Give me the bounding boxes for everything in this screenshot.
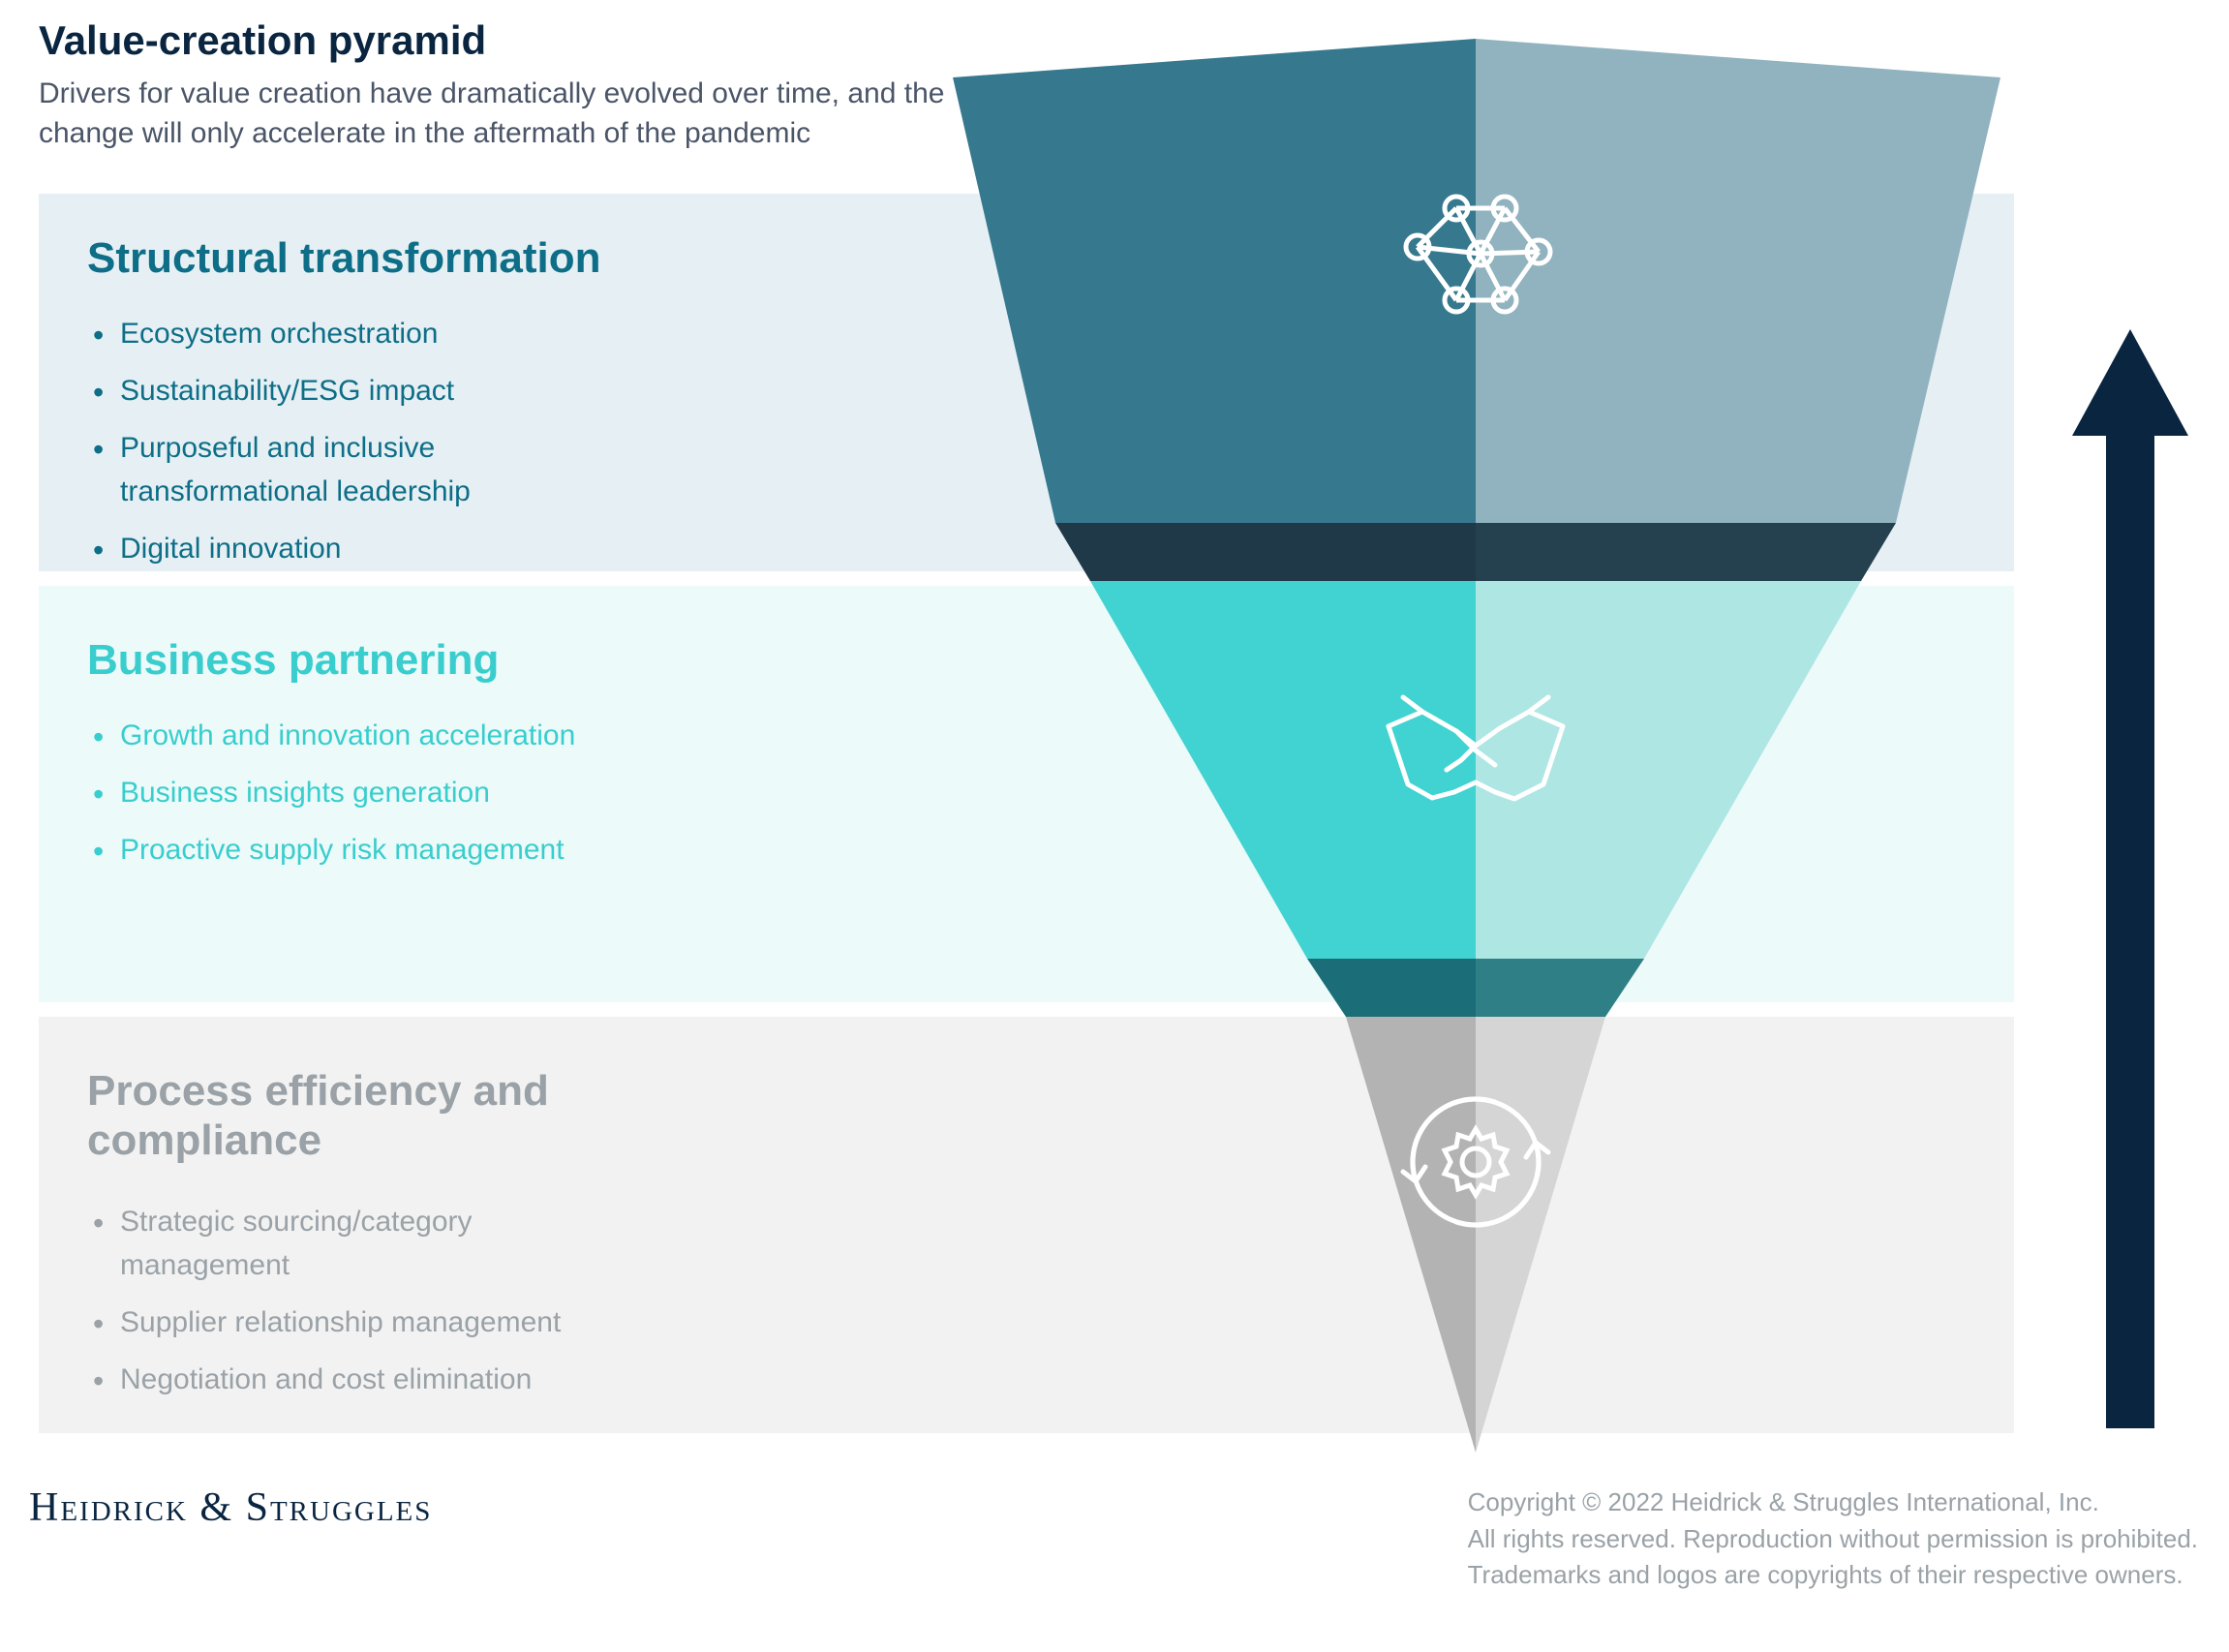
- copyright-line: All rights reserved. Reproduction withou…: [1468, 1521, 2198, 1558]
- pyramid-graphic: [0, 0, 2229, 1652]
- copyright-block: Copyright © 2022 Heidrick & Struggles In…: [1468, 1484, 2198, 1594]
- pyramid-layer-2: [1090, 581, 1861, 1017]
- copyright-line: Copyright © 2022 Heidrick & Struggles In…: [1468, 1484, 2198, 1521]
- copyright-line: Trademarks and logos are copyrights of t…: [1468, 1557, 2198, 1594]
- footer: Heidrick & Struggles Copyright © 2022 He…: [29, 1484, 2198, 1594]
- brand-logo: Heidrick & Struggles: [29, 1484, 432, 1531]
- pyramid-layer-3: [1346, 1017, 1605, 1453]
- pyramid-layer-1: [953, 39, 2000, 581]
- upward-arrow: [2072, 329, 2188, 1433]
